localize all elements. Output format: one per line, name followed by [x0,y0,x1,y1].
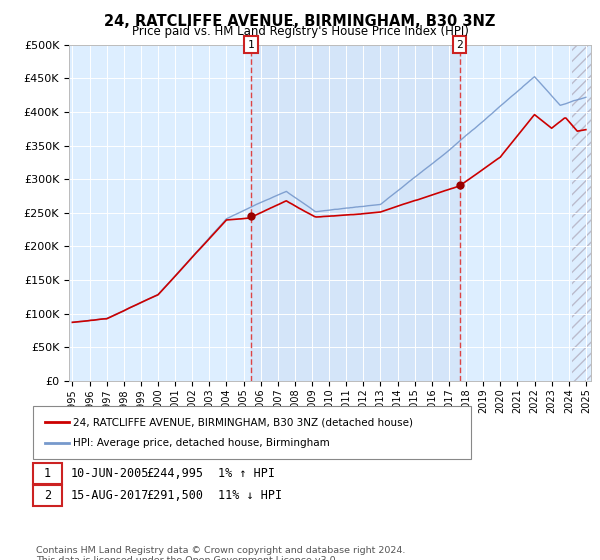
Text: 15-AUG-2017: 15-AUG-2017 [71,489,149,502]
Text: 1: 1 [248,40,254,50]
Text: 1: 1 [44,466,51,480]
Text: Price paid vs. HM Land Registry's House Price Index (HPI): Price paid vs. HM Land Registry's House … [131,25,469,38]
Text: Contains HM Land Registry data © Crown copyright and database right 2024.
This d: Contains HM Land Registry data © Crown c… [36,546,406,560]
Bar [572,45,595,381]
Text: 1% ↑ HPI: 1% ↑ HPI [218,466,275,480]
Text: 24, RATCLIFFE AVENUE, BIRMINGHAM, B30 3NZ: 24, RATCLIFFE AVENUE, BIRMINGHAM, B30 3N… [104,14,496,29]
Text: £244,995: £244,995 [146,466,203,480]
Text: 11% ↓ HPI: 11% ↓ HPI [218,489,282,502]
Bar [251,45,460,381]
Bar [577,45,595,381]
Text: 10-JUN-2005: 10-JUN-2005 [71,466,149,480]
Text: 24, RATCLIFFE AVENUE, BIRMINGHAM, B30 3NZ (detached house): 24, RATCLIFFE AVENUE, BIRMINGHAM, B30 3N… [73,417,413,427]
Text: 2: 2 [44,489,51,502]
Text: HPI: Average price, detached house, Birmingham: HPI: Average price, detached house, Birm… [73,438,330,448]
Text: £291,500: £291,500 [146,489,203,502]
Text: 2: 2 [456,40,463,50]
